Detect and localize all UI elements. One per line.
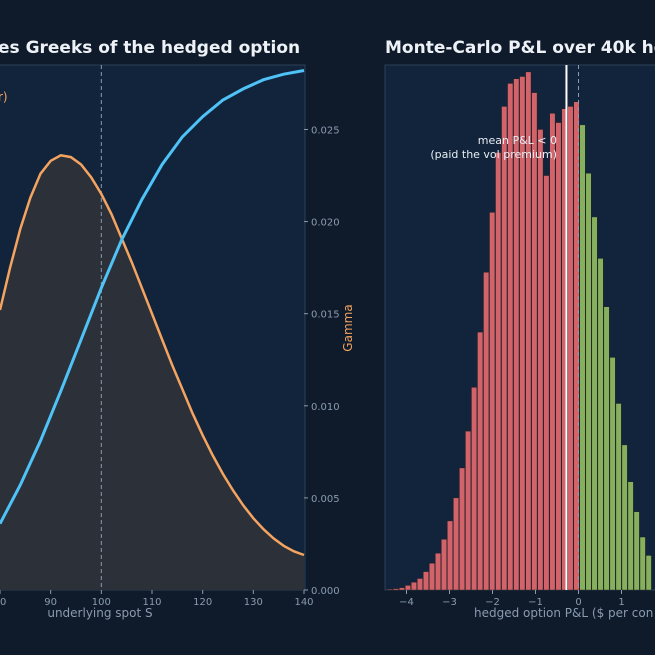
histogram-bar <box>495 152 502 591</box>
histogram-bar <box>459 467 466 591</box>
x-tick-label: 120 <box>193 597 212 608</box>
histogram-bar <box>501 106 508 591</box>
histogram-bar <box>609 357 616 591</box>
gamma-series-line <box>0 153 305 557</box>
histogram-bar <box>398 587 405 591</box>
histogram-bar <box>513 78 520 591</box>
histogram-bar <box>441 539 447 591</box>
histogram-bar <box>639 536 646 591</box>
right-chart-title: Monte-Carlo P&L over 40k hedg <box>385 38 655 58</box>
right-x-axis-label: hedged option P&L ($ per con <box>474 606 653 620</box>
y-tick-label: 0.000 <box>311 586 340 597</box>
x-tick-label: −2 <box>485 597 500 608</box>
x-tick-label: −4 <box>399 597 414 608</box>
histogram-bar <box>627 481 634 591</box>
left-chart-title: es Greeks of the hedged option <box>0 38 300 58</box>
histogram-bar <box>411 581 417 591</box>
y-tick-label: 0.015 <box>311 310 340 321</box>
histogram-bar <box>549 113 556 591</box>
x-tick-label: −1 <box>528 597 543 608</box>
x-tick-label: −3 <box>442 597 457 608</box>
x-tick-label: 1 <box>618 597 624 608</box>
histogram-bar <box>567 106 574 591</box>
histogram-bar <box>507 83 514 591</box>
right-y-axis-label: Gamma <box>341 304 355 351</box>
histogram-bar <box>489 212 496 591</box>
histogram-bar <box>531 92 538 591</box>
histogram-bar <box>585 173 592 591</box>
left-x-ticks: 80 90 100 110 120 130 140 <box>0 590 314 608</box>
histogram-bar <box>633 511 640 591</box>
histogram-bar <box>621 444 628 591</box>
left-panel: es Greeks of the hedged option r) 80 90 10… <box>0 38 355 620</box>
y-tick-label: 0.020 <box>311 218 340 229</box>
right-x-ticks: −4 −3 −2 −1 0 1 <box>399 590 625 608</box>
histogram-bar <box>591 216 598 591</box>
annotation-line-1: mean P&L < 0 <box>478 134 557 147</box>
histogram-bar <box>447 520 453 591</box>
right-panel: Monte-Carlo P&L over 40k hedg mean P&L <… <box>384 38 655 620</box>
histogram-bar <box>405 585 411 591</box>
histogram-bars <box>386 71 652 591</box>
histogram-bar <box>615 403 622 591</box>
histogram-bar <box>465 430 472 591</box>
histogram-bar <box>483 272 490 591</box>
histogram-bar <box>519 76 526 591</box>
histogram-bar <box>579 124 586 591</box>
x-tick-label: 110 <box>142 597 161 608</box>
delta-series-line <box>0 69 305 525</box>
histogram-bar <box>429 563 435 591</box>
histogram-bar <box>435 552 441 591</box>
y-tick-label: 0.010 <box>311 402 340 413</box>
histogram-bar <box>525 71 532 591</box>
histogram-bar <box>477 331 484 591</box>
x-tick-label: 0 <box>575 597 581 608</box>
x-tick-label: 90 <box>44 597 57 608</box>
histogram-bar <box>543 175 550 591</box>
left-x-axis-label: underlying spot S <box>47 606 152 620</box>
histogram-bar <box>417 578 423 591</box>
histogram-bar <box>555 122 562 591</box>
histogram-bar <box>386 588 393 591</box>
histogram-bar <box>573 101 580 591</box>
annotation-line-2: (paid the vol premium) <box>430 148 557 161</box>
histogram-bar <box>453 497 459 591</box>
histogram-bar <box>597 258 604 591</box>
gamma-area-fill <box>0 155 304 591</box>
left-y-ticks: 0.000 0.005 0.010 0.015 0.020 0.025 <box>304 125 340 597</box>
y-tick-label: 0.025 <box>311 125 340 136</box>
x-tick-label: 100 <box>92 597 111 608</box>
legend-fragment: r) <box>0 90 8 104</box>
histogram-bar <box>392 588 399 591</box>
histogram-bar <box>645 555 652 591</box>
histogram-bar <box>603 306 610 591</box>
x-tick-label: 130 <box>244 597 263 608</box>
histogram-bar <box>423 571 429 591</box>
histogram-bar <box>537 129 544 591</box>
x-tick-label: 140 <box>294 597 313 608</box>
x-tick-label: 80 <box>0 597 6 608</box>
histogram-bar <box>471 387 478 591</box>
y-tick-label: 0.005 <box>311 494 340 505</box>
